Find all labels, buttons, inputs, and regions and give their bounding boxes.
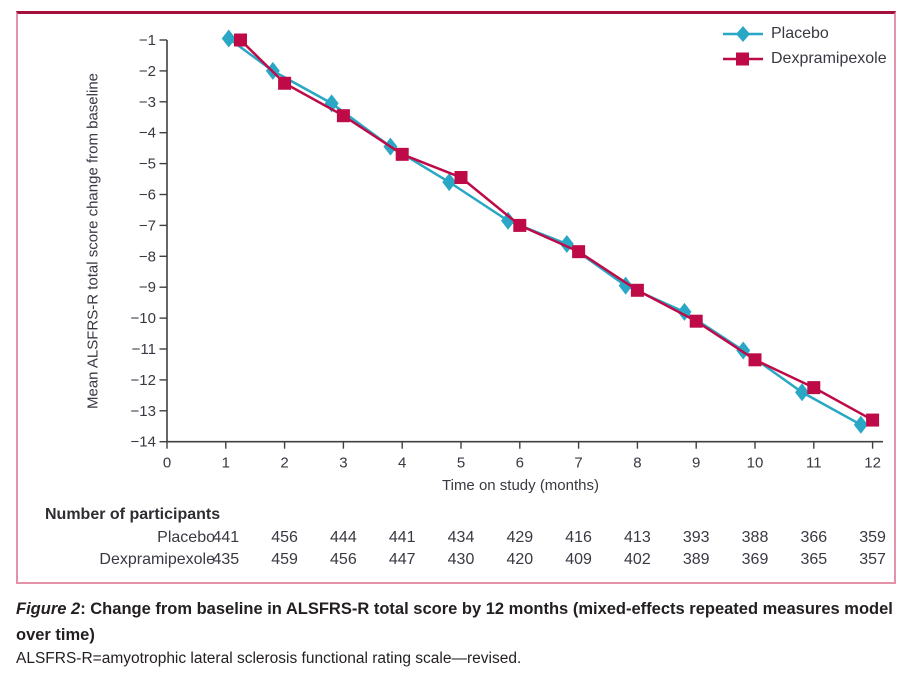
participant-count: 359 (859, 529, 886, 546)
placebo-data-point (795, 383, 810, 402)
participant-count: 434 (447, 529, 475, 546)
dexpramipexole-series (234, 33, 880, 427)
y-tick-label: −12 (131, 372, 156, 389)
y-tick-label: −5 (139, 156, 156, 173)
y-tick-label: −7 (139, 217, 156, 234)
y-tick-label: −3 (139, 94, 156, 111)
legend: Placebo Dexpramipexole (722, 21, 887, 71)
x-axis-title: Time on study (months) (442, 477, 599, 494)
dexpramipexole-data-point (630, 283, 644, 297)
x-tick-label: 0 (163, 455, 171, 472)
participant-count: 435 (212, 551, 240, 568)
participant-count: 402 (624, 551, 651, 568)
x-tick-label: 2 (280, 455, 288, 472)
axes: −1−2−3−4−5−6−7−8−9−10−11−12−13−140 1 2 3 4 5 6… (131, 32, 883, 472)
figure-frame (16, 11, 896, 584)
participants-row-label-placebo: Placebo (157, 529, 215, 546)
y-tick-label: −2 (139, 63, 156, 80)
placebo-data-point (221, 29, 236, 48)
figure-caption-title: : Change from baseline in ALSFRS-R total… (16, 600, 893, 644)
figure-caption-label: Figure 2 (16, 600, 81, 618)
placebo-diamond-icon (723, 25, 763, 42)
dexpramipexole-data-point (572, 245, 586, 259)
dexpramipexole-data-point (395, 147, 409, 161)
dexpramipexole-data-point (454, 171, 468, 185)
dexpramipexole-data-point (748, 353, 762, 367)
figure-footnote: ALSFRS-R=amyotrophic lateral sclerosis f… (16, 650, 522, 667)
participant-count: 459 (271, 551, 298, 568)
placebo-data-point (853, 415, 868, 434)
participant-count: 409 (565, 551, 592, 568)
participant-count: 393 (682, 529, 710, 546)
y-tick-label: −14 (131, 434, 156, 451)
dexpramipexole-data-point (513, 218, 527, 232)
y-tick-label: −8 (139, 248, 156, 265)
participant-count: 388 (741, 529, 769, 546)
participant-count: 369 (741, 551, 769, 568)
x-tick-label: 3 (339, 455, 347, 472)
participant-count: 456 (330, 551, 357, 568)
y-tick-label: −13 (131, 403, 156, 420)
participant-count: 416 (565, 529, 592, 546)
placebo-data-point (501, 211, 516, 230)
participant-count: 441 (388, 529, 416, 546)
participant-count: 420 (506, 551, 534, 568)
participant-count: 389 (682, 551, 710, 568)
x-tick-label: 6 (516, 455, 524, 472)
participants-row-label-dexpramipexole: Dexpramipexole (99, 551, 215, 568)
participant-count: 365 (800, 551, 828, 568)
legend-label-dexpramipexole: Dexpramipexole (771, 49, 887, 67)
y-tick-label: −9 (139, 279, 156, 296)
x-tick-label: 12 (864, 455, 881, 472)
y-tick-label: −6 (139, 187, 156, 204)
x-tick-label: 10 (747, 455, 764, 472)
dexpramipexole-square-icon (723, 52, 763, 65)
x-tick-label: 11 (806, 455, 822, 472)
participant-count: 447 (388, 551, 416, 568)
x-tick-label: 1 (222, 455, 230, 472)
y-tick-label: −11 (132, 341, 156, 358)
alsfrs-line-chart: −1−2−3−4−5−6−7−8−9−10−11−12−13−140 1 2 3 4 5 6… (131, 29, 883, 472)
dexpramipexole-data-point (278, 76, 292, 90)
legend-item-placebo: Placebo (722, 21, 887, 46)
participant-count: 413 (624, 529, 651, 546)
y-tick-label: −4 (139, 125, 156, 142)
y-tick-label: −10 (131, 310, 156, 327)
figure-caption: Figure 2: Change from baseline in ALSFRS… (16, 596, 900, 648)
dexpramipexole-data-point (807, 381, 821, 395)
placebo-data-point (736, 341, 751, 360)
y-axis-title: Mean ALSFRS-R total score change from ba… (84, 73, 102, 409)
legend-label-placebo: Placebo (771, 24, 829, 42)
y-tick-label: −1 (139, 32, 156, 49)
participant-count: 357 (859, 551, 886, 568)
participant-count: 456 (271, 529, 298, 546)
participants-header: Number of participants (45, 506, 221, 523)
dexpramipexole-data-point (234, 33, 247, 47)
dexpramipexole-data-point (689, 314, 703, 328)
dexpramipexole-data-point (866, 413, 880, 427)
legend-item-dexpramipexole: Dexpramipexole (722, 46, 887, 71)
x-tick-label: 5 (457, 455, 465, 472)
x-tick-label: 8 (633, 455, 641, 472)
x-tick-label: 4 (398, 455, 406, 472)
participant-count: 430 (447, 551, 475, 568)
placebo-series (221, 29, 868, 434)
participant-count: 429 (506, 529, 534, 546)
x-tick-label: 9 (692, 455, 700, 472)
participant-count: 441 (212, 529, 240, 546)
x-tick-label: 7 (574, 455, 582, 472)
participant-count: 444 (330, 529, 357, 546)
dexpramipexole-data-point (336, 109, 350, 123)
placebo-data-point (442, 173, 457, 192)
participant-count: 366 (800, 529, 828, 546)
